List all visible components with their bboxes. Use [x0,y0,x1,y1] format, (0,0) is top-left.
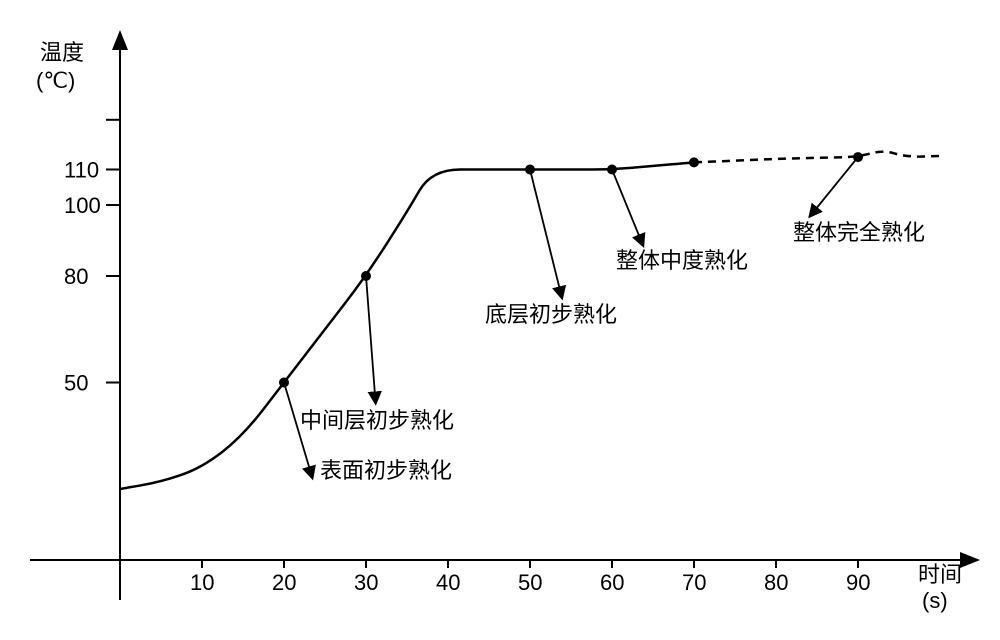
temperature-time-chart: 温度 (℃) 时间(s) 10 20 30 40 50 60 70 80 90 50 80 100 110 表面… [0,0,1000,640]
y-tick-label: 100 [64,193,101,218]
y-tick-label: 110 [64,158,99,183]
annotation-label: 整体完全熟化 [793,220,925,245]
x-tick-label: 50 [518,570,542,595]
x-tick-label: 10 [190,570,214,595]
annotation-arrow [530,170,560,291]
annotation-label: 表面初步熟化 [320,458,452,483]
annotation-arrow [612,170,640,239]
y-axis-label-2: (℃) [36,68,75,93]
annotation-arrow [815,157,858,210]
x-axis-arrow [960,552,980,568]
x-tick-label: 60 [600,570,624,595]
x-tick-label: 30 [354,570,378,595]
curve-dashed [694,152,940,163]
annotation-arrow [366,276,375,395]
x-axis-label-2: (s) [922,588,948,613]
annotation-label: 整体中度熟化 [616,248,748,273]
x-tick-label: 90 [846,570,870,595]
x-tick-label: 80 [764,570,788,595]
y-tick-label: 80 [64,264,88,289]
data-point [689,157,699,167]
y-axis-arrow [112,30,128,50]
x-tick-label: 40 [436,570,460,595]
y-axis-label-1: 温度 [40,40,84,65]
annotation-label: 底层初步熟化 [485,302,617,327]
x-tick-label: 20 [272,570,296,595]
y-tick-label: 50 [64,371,88,396]
x-axis-label-1: 时间 [918,562,962,587]
chart-svg: 温度 (℃) 时间(s) 10 20 30 40 50 60 70 80 90 50 80 100 110 表面… [0,0,1000,640]
x-tick-label: 70 [682,570,706,595]
annotation-label: 中间层初步熟化 [300,408,454,433]
